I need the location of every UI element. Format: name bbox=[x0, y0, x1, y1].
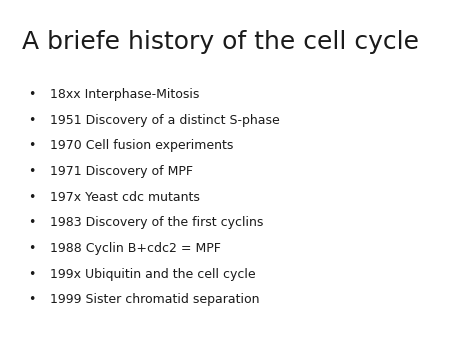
Text: •: • bbox=[28, 139, 35, 152]
Text: 1971 Discovery of MPF: 1971 Discovery of MPF bbox=[50, 165, 193, 178]
Text: 1983 Discovery of the first cyclins: 1983 Discovery of the first cyclins bbox=[50, 216, 263, 229]
Text: •: • bbox=[28, 165, 35, 178]
Text: •: • bbox=[28, 114, 35, 126]
Text: 1999 Sister chromatid separation: 1999 Sister chromatid separation bbox=[50, 293, 259, 306]
Text: •: • bbox=[28, 191, 35, 203]
Text: 199x Ubiquitin and the cell cycle: 199x Ubiquitin and the cell cycle bbox=[50, 268, 255, 281]
Text: 1951 Discovery of a distinct S-phase: 1951 Discovery of a distinct S-phase bbox=[50, 114, 279, 126]
Text: •: • bbox=[28, 268, 35, 281]
Text: •: • bbox=[28, 293, 35, 306]
Text: 1970 Cell fusion experiments: 1970 Cell fusion experiments bbox=[50, 139, 233, 152]
Text: 1988 Cyclin B+cdc2 = MPF: 1988 Cyclin B+cdc2 = MPF bbox=[50, 242, 220, 255]
Text: 197x Yeast cdc mutants: 197x Yeast cdc mutants bbox=[50, 191, 199, 203]
Text: A briefe history of the cell cycle: A briefe history of the cell cycle bbox=[22, 30, 419, 54]
Text: 18xx Interphase-Mitosis: 18xx Interphase-Mitosis bbox=[50, 88, 199, 101]
Text: •: • bbox=[28, 88, 35, 101]
Text: •: • bbox=[28, 216, 35, 229]
Text: •: • bbox=[28, 242, 35, 255]
